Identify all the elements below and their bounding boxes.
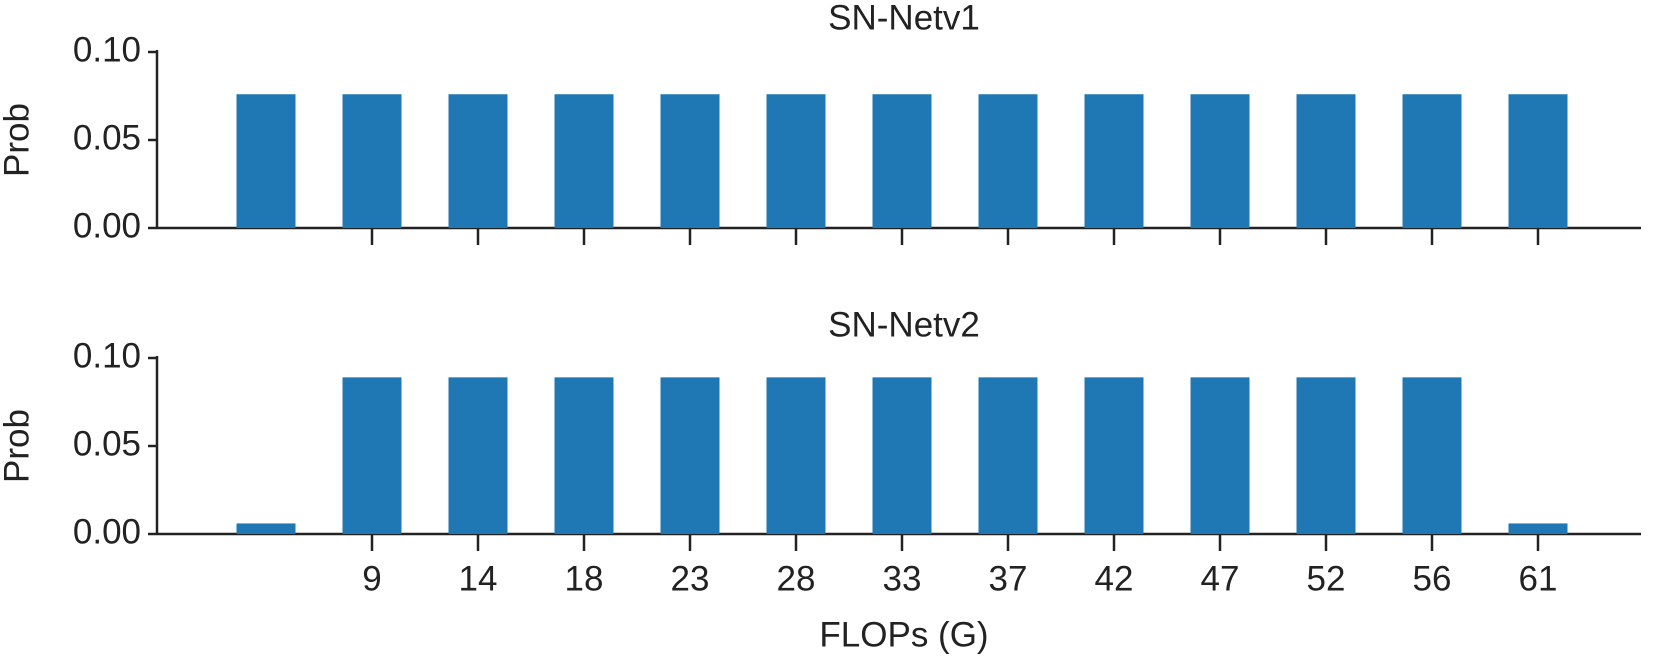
bar [342, 377, 402, 534]
bar [342, 94, 402, 229]
y-axis-label: Prob [0, 103, 36, 177]
bar [660, 377, 720, 534]
x-tick-label: 14 [459, 559, 498, 598]
y-tick-label: 0.10 [73, 30, 141, 69]
y-tick-label: 0.00 [73, 512, 141, 551]
bar [554, 94, 614, 229]
x-tick-label: 23 [671, 559, 710, 598]
x-tick-label: 33 [883, 559, 922, 598]
y-axis-label: Prob [0, 409, 36, 483]
bar [872, 377, 932, 534]
bar [1084, 377, 1144, 534]
bar [448, 94, 508, 229]
bar [978, 377, 1038, 534]
bar [1190, 377, 1250, 534]
bar [766, 94, 826, 229]
x-tick-label: 47 [1201, 559, 1240, 598]
bar [554, 377, 614, 534]
bar [236, 523, 296, 534]
y-tick-label: 0.05 [73, 118, 141, 157]
bar [1296, 94, 1356, 229]
chart-title: SN-Netv2 [828, 305, 980, 344]
bar [1296, 377, 1356, 534]
bar [766, 377, 826, 534]
bar [660, 94, 720, 229]
bar [872, 94, 932, 229]
bar [236, 94, 296, 229]
y-tick-label: 0.00 [73, 206, 141, 245]
bar [978, 94, 1038, 229]
y-tick-label: 0.05 [73, 424, 141, 463]
bar [1402, 377, 1462, 534]
x-axis-label: FLOPs (G) [819, 615, 988, 654]
x-tick-label: 56 [1413, 559, 1452, 598]
chart-title: SN-Netv1 [828, 0, 980, 37]
bar [1508, 523, 1568, 534]
bar [1508, 94, 1568, 229]
x-tick-label: 61 [1519, 559, 1558, 598]
bar [1084, 94, 1144, 229]
x-tick-label: 9 [362, 559, 381, 598]
x-tick-label: 52 [1307, 559, 1346, 598]
bar [1402, 94, 1462, 229]
x-tick-label: 28 [777, 559, 816, 598]
x-tick-label: 37 [989, 559, 1028, 598]
bar [1190, 94, 1250, 229]
x-tick-label: 42 [1095, 559, 1134, 598]
bar [448, 377, 508, 534]
x-tick-label: 18 [565, 559, 604, 598]
y-tick-label: 0.10 [73, 336, 141, 375]
